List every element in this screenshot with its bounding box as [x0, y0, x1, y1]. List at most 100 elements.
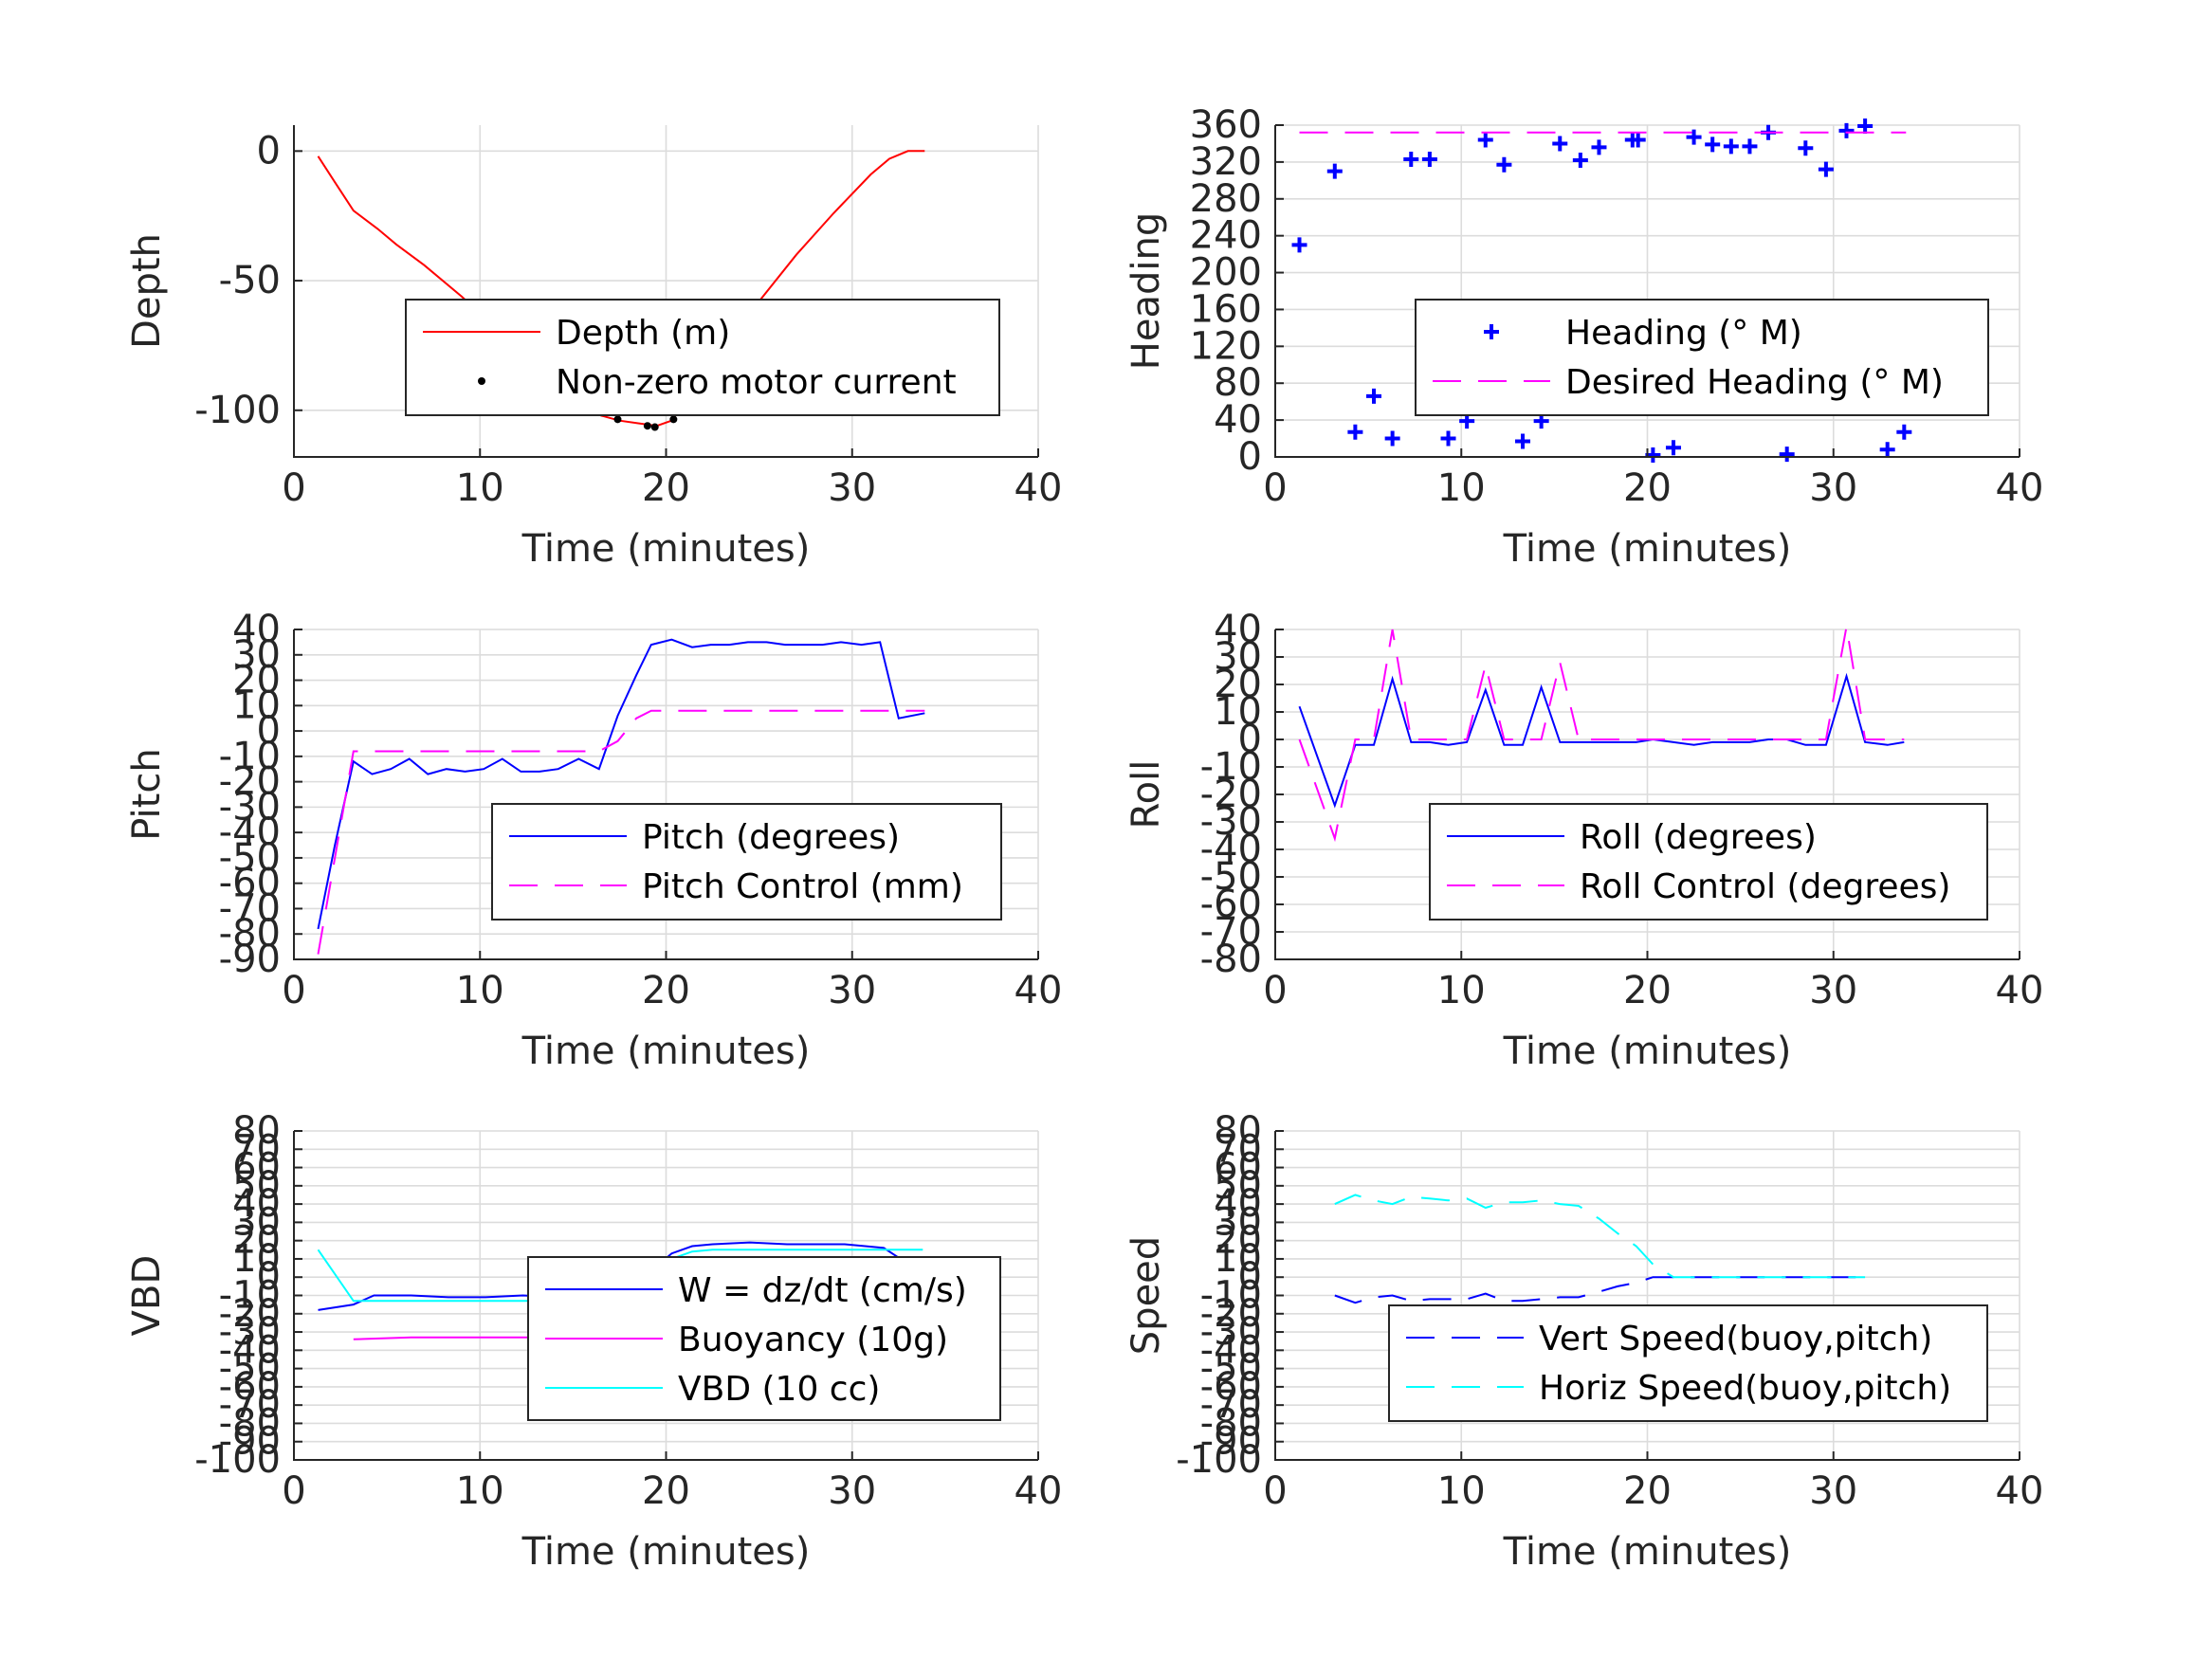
y-tick-label: 20 [232, 1219, 281, 1263]
y-tick-label: -60 [219, 1365, 281, 1409]
y-axis-label: Depth [125, 233, 169, 349]
x-tick-label: 40 [1996, 969, 2044, 1012]
x-tick-label: 30 [828, 1469, 876, 1513]
y-tick-label: -80 [219, 912, 281, 956]
y-tick-label: -60 [1200, 883, 1262, 926]
y-tick-label: -70 [219, 1383, 281, 1427]
data-point-heading-m [1515, 433, 1531, 449]
y-tick-label: 240 [1190, 214, 1262, 258]
y-tick-label: 320 [1190, 140, 1262, 184]
data-point-heading-m [1440, 430, 1456, 447]
x-axis-label: Time (minutes) [521, 1530, 811, 1574]
legend-swatch-heading-m [1484, 324, 1499, 339]
series-line-pitch-degrees [317, 638, 925, 930]
y-tick-label: 0 [257, 129, 281, 173]
x-axis-label: Time (minutes) [521, 527, 811, 571]
y-tick-label: 60 [232, 1146, 281, 1190]
x-tick-label: 10 [456, 466, 504, 510]
y-tick-label: 30 [232, 633, 281, 677]
y-tick-label: -20 [219, 1292, 281, 1336]
x-tick-label: 40 [1996, 466, 2044, 510]
x-axis-label: Time (minutes) [521, 1030, 811, 1073]
y-tick-label: 20 [1214, 1219, 1262, 1263]
x-tick-label: 20 [1623, 466, 1672, 510]
y-tick-label: -30 [1200, 800, 1262, 844]
x-tick-label: 0 [1263, 466, 1287, 510]
y-tick-label: 20 [232, 659, 281, 702]
legend-box [1388, 1304, 1988, 1422]
y-tick-label: 10 [232, 684, 281, 727]
x-tick-label: 20 [642, 466, 690, 510]
y-axis-label: Heading [1124, 212, 1168, 370]
data-point-heading-m [1896, 424, 1912, 440]
data-point-heading-m [1630, 132, 1646, 148]
legend-box [1429, 803, 1988, 921]
x-tick-label: 0 [1263, 1469, 1287, 1513]
y-tick-label: -60 [219, 862, 281, 905]
y-tick-label: 200 [1190, 251, 1262, 295]
x-tick-label: 20 [1623, 1469, 1672, 1513]
y-tick-label: -90 [1200, 1420, 1262, 1464]
data-point-heading-m [1818, 161, 1834, 177]
series-line-horiz-speed-buoy-pitch [1334, 1194, 1866, 1279]
x-tick-label: 20 [1623, 969, 1672, 1012]
data-point-heading-m [1366, 388, 1382, 404]
data-point-non-zero-motor-current [669, 415, 678, 424]
y-tick-label: 10 [232, 1237, 281, 1281]
y-tick-label: 10 [1214, 690, 1262, 734]
x-tick-label: 10 [1437, 466, 1486, 510]
legend-label-desired-heading-m: Desired Heading (° M) [1565, 363, 1944, 402]
data-point-heading-m [1665, 440, 1681, 456]
y-tick-label: 70 [1214, 1127, 1262, 1171]
data-point-heading-m [1686, 129, 1702, 145]
data-point-heading-m [1779, 447, 1795, 463]
y-tick-label: -40 [1200, 828, 1262, 871]
x-tick-label: 0 [282, 969, 305, 1012]
legend: Pitch (degrees) Pitch Control (mm) [491, 803, 1002, 921]
x-tick-label: 20 [642, 1469, 690, 1513]
y-tick-label: 80 [1214, 1109, 1262, 1153]
data-point-heading-m [1347, 424, 1363, 440]
data-point-heading-m [1496, 156, 1512, 173]
x-axis-label: Time (minutes) [1503, 527, 1792, 571]
legend-label-roll-control-degrees: Roll Control (degrees) [1580, 867, 1950, 906]
y-tick-label: -50 [219, 259, 281, 302]
y-tick-label: -50 [219, 836, 281, 880]
x-axis-label: Time (minutes) [1503, 1030, 1792, 1073]
data-point-heading-m [1879, 442, 1895, 458]
y-tick-label: 0 [1238, 435, 1262, 479]
y-tick-label: 160 [1190, 287, 1262, 331]
y-tick-label: -80 [219, 1401, 281, 1445]
legend-label-depth-m: Depth (m) [556, 314, 730, 353]
y-tick-label: -30 [219, 1310, 281, 1354]
y-tick-label: -60 [1200, 1365, 1262, 1409]
data-point-non-zero-motor-current [613, 415, 622, 424]
legend: Depth (m) Non-zero motor current [405, 299, 1000, 416]
y-tick-label: 30 [232, 1200, 281, 1244]
legend: Heading (° M) Desired Heading (° M) [1415, 299, 1989, 416]
x-tick-label: 10 [1437, 1469, 1486, 1513]
legend-box [491, 803, 1002, 921]
x-tick-label: 30 [1809, 1469, 1857, 1513]
data-point-heading-m [1705, 137, 1721, 153]
legend-label-buoyancy-10g: Buoyancy (10g) [678, 1321, 948, 1359]
y-tick-label: 10 [1214, 1237, 1262, 1281]
legend-label-roll-degrees: Roll (degrees) [1580, 818, 1817, 857]
y-tick-label: -30 [219, 785, 281, 829]
y-tick-label: -50 [1200, 855, 1262, 899]
x-tick-label: 0 [282, 1469, 305, 1513]
y-tick-label: 80 [232, 1109, 281, 1153]
y-axis-label: Roll [1124, 760, 1168, 830]
legend-label-horiz-speed-buoy-pitch: Horiz Speed(buoy,pitch) [1539, 1369, 1951, 1408]
y-tick-label: 50 [1214, 1164, 1262, 1208]
subplot-roll: 0 10 20 30 40-80-70-60-50-40-30-20-100102030… [1124, 608, 2043, 1073]
y-tick-label: -20 [1200, 1292, 1262, 1336]
x-tick-label: 40 [1015, 969, 1063, 1012]
y-tick-label: 30 [1214, 635, 1262, 679]
y-tick-label: 40 [1214, 1182, 1262, 1226]
y-tick-label: 40 [1214, 608, 1262, 651]
legend-label-w-dz-dt-cm-s: W = dz/dt (cm/s) [678, 1271, 967, 1310]
y-tick-label: -10 [219, 1274, 281, 1318]
y-tick-label: 280 [1190, 177, 1262, 221]
